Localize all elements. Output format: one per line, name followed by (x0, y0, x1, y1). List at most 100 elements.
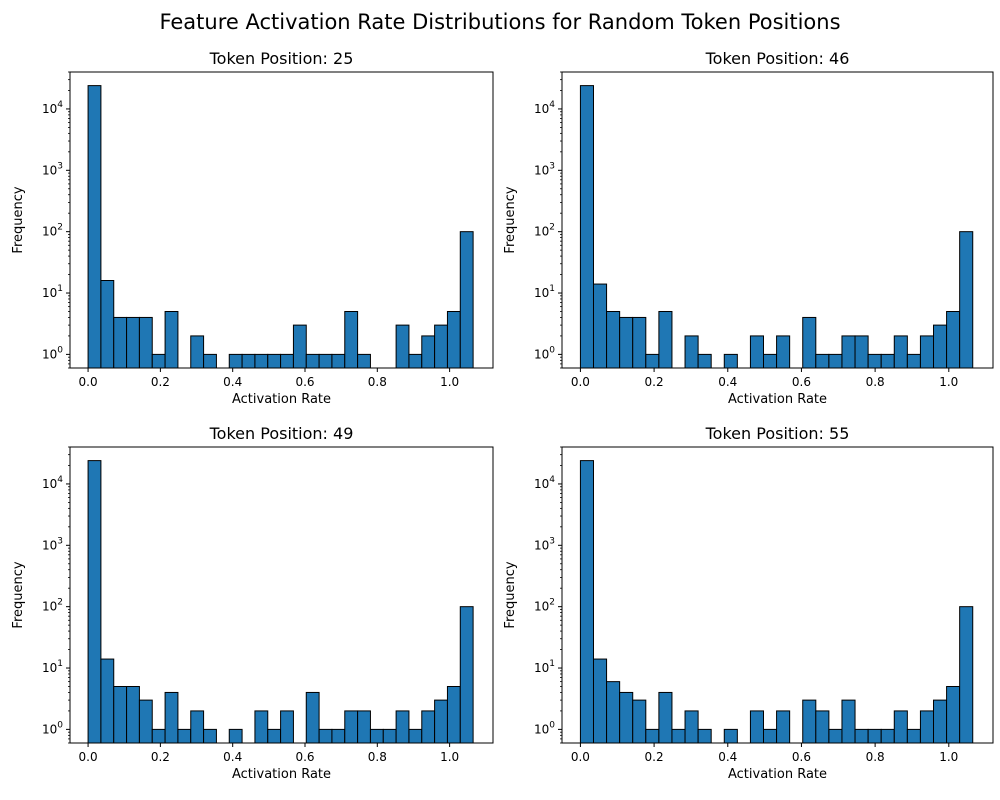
panel-title: Token Position: 46 (705, 49, 850, 68)
histogram-bar (446, 310, 461, 369)
axes-frame (561, 446, 994, 744)
axes-frame (561, 71, 994, 369)
histogram-bar (228, 728, 243, 744)
x-tick-label: 0.8 (368, 750, 387, 764)
histogram-bar (776, 710, 791, 744)
x-tick-label: 0.4 (223, 750, 242, 764)
chart-panel-4: 0.0 0.2 0.4 0.6 0.8 1.0 100 101 102 103 104 Token P… (503, 424, 994, 782)
x-tick-label: 0.2 (151, 750, 170, 764)
histogram-bar (776, 335, 791, 369)
histogram-bar (658, 691, 673, 744)
histogram-bar (267, 353, 282, 369)
x-tick-label: 0.8 (866, 375, 885, 389)
x-tick-label: 0.8 (866, 750, 885, 764)
histogram-bar (331, 353, 346, 369)
figure-title: Feature Activation Rate Distributions fo… (159, 10, 841, 34)
histogram-bar (305, 691, 320, 744)
x-axis-label: Activation Rate (232, 392, 331, 407)
chart-panel-1: 0.0 0.2 0.4 0.6 0.8 1.0 100 101 102 103 104 Token P… (11, 49, 494, 407)
histogram-bar (671, 728, 686, 744)
histogram-bar (446, 685, 461, 744)
histogram-bar (658, 310, 673, 369)
histogram-bar (763, 353, 778, 369)
histogram-bar (959, 606, 974, 744)
x-tick-label: 0.8 (368, 375, 387, 389)
histogram-bar (919, 710, 935, 744)
panel-title: Token Position: 25 (209, 49, 354, 68)
y-axis-label: Frequency (11, 561, 26, 628)
histogram-bar (190, 710, 205, 744)
y-tick-label: 102 (42, 223, 63, 239)
y-axis-label: Frequency (11, 186, 26, 253)
histogram-bar (113, 685, 128, 744)
axes-frame (69, 446, 494, 744)
y-tick-label: 101 (534, 659, 555, 675)
histogram-bar (933, 699, 948, 744)
x-tick-label: 0.2 (151, 375, 170, 389)
histogram-bar (933, 324, 948, 369)
histogram-bar (318, 728, 333, 744)
panel-title: Token Position: 49 (209, 424, 354, 443)
histogram-bar (126, 316, 140, 369)
y-axis-label: Frequency (503, 561, 518, 628)
histogram-bar (632, 316, 647, 369)
histogram-bar (815, 710, 830, 744)
x-tick-label: 0.6 (792, 750, 811, 764)
histogram-bar (919, 335, 935, 369)
histogram-bar (408, 353, 423, 369)
x-tick-label: 0.0 (571, 375, 590, 389)
x-tick-label: 1.0 (440, 750, 459, 764)
chart-panel-2: 0.0 0.2 0.4 0.6 0.8 1.0 100 101 102 103 104 Token P… (503, 49, 994, 407)
histogram-bar (854, 335, 869, 369)
histogram-bar (592, 283, 608, 369)
histogram-bar (619, 316, 634, 369)
histogram-bar (828, 353, 843, 369)
histogram-bar (815, 353, 830, 369)
y-tick-label: 103 (42, 536, 63, 552)
histogram-bar (802, 699, 817, 744)
histogram-bar (802, 316, 817, 369)
y-tick-label: 100 (534, 720, 555, 736)
y-tick-label: 103 (42, 161, 63, 177)
histogram-bar (254, 710, 269, 744)
histogram-bar (190, 335, 205, 369)
histogram-bar (164, 691, 179, 744)
y-tick-label: 102 (42, 598, 63, 614)
histogram-bar (906, 728, 921, 744)
y-tick-label: 100 (42, 720, 63, 736)
x-axis-label: Activation Rate (728, 392, 827, 407)
histogram-bar (828, 728, 843, 744)
chart-panel-3: 0.0 0.2 0.4 0.6 0.8 1.0 100 101 102 103 104 Token P… (11, 424, 494, 782)
histogram-bar (697, 728, 712, 744)
histogram-bar (254, 353, 269, 369)
histogram-bar (357, 710, 371, 744)
histogram-bar (959, 231, 974, 369)
histogram-bar (421, 710, 436, 744)
histogram-bar (434, 699, 448, 744)
y-tick-label: 104 (534, 100, 555, 116)
x-tick-label: 1.0 (939, 375, 958, 389)
x-tick-label: 1.0 (440, 375, 459, 389)
y-tick-label: 104 (42, 475, 63, 491)
histogram-bar (841, 335, 856, 369)
histogram-bar (592, 658, 608, 744)
histogram-bar (880, 353, 895, 369)
histogram-bar (645, 728, 660, 744)
histogram-bar (854, 728, 869, 744)
axes-frame (69, 71, 494, 369)
x-tick-label: 0.0 (571, 750, 590, 764)
histogram-bar (606, 310, 621, 369)
histogram-bar (867, 353, 882, 369)
histogram-bar (893, 710, 908, 744)
histogram-bar (177, 728, 192, 744)
histogram-bar (395, 710, 410, 744)
histogram-bar (369, 728, 384, 744)
histogram-bar (395, 324, 410, 369)
histogram-bar (267, 728, 282, 744)
histogram-bar (344, 310, 359, 369)
x-tick-label: 1.0 (939, 750, 958, 764)
y-tick-label: 104 (42, 100, 63, 116)
y-tick-label: 102 (534, 223, 555, 239)
histogram-bar (408, 728, 423, 744)
